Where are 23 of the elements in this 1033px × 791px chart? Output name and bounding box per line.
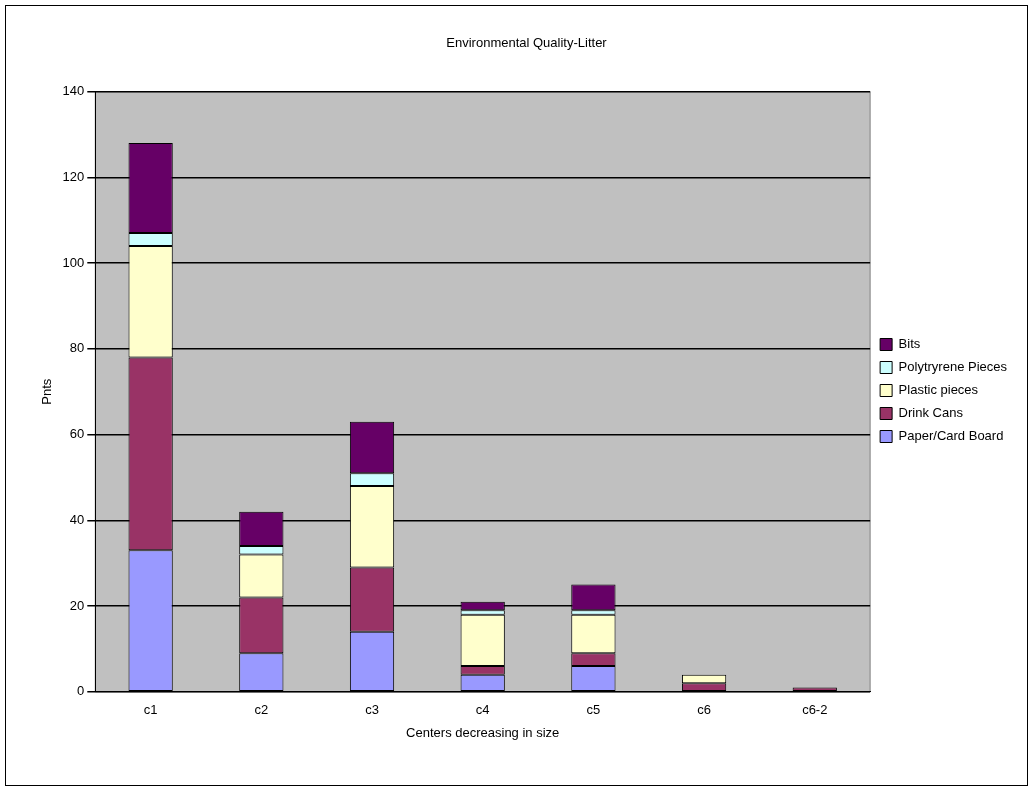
y-tick-label: 40 (69, 511, 85, 527)
legend-label: Bits (898, 336, 921, 352)
x-tick-label: c4 (475, 702, 490, 718)
y-axis-title: Pnts (39, 378, 55, 405)
x-axis-title: Centers decreasing in size (406, 724, 560, 740)
legend-label: Plastic pieces (898, 382, 979, 398)
y-tick-label: 20 (69, 597, 85, 613)
x-tick-label: c6-2 (802, 702, 828, 718)
legend-label: Paper/Card Board (898, 428, 1004, 444)
legend-label: Drink Cans (898, 405, 964, 421)
x-tick-label: c1 (143, 702, 158, 718)
y-tick-label: 0 (77, 683, 85, 699)
y-tick-label: 120 (62, 168, 85, 184)
chart-title: Environmental Quality-Litter (446, 35, 608, 51)
x-tick-label: c3 (365, 702, 379, 718)
x-tick-label: c2 (254, 702, 269, 718)
x-tick-label: c5 (586, 702, 601, 718)
legend-label: Polytryrene Pieces (898, 359, 1008, 375)
y-tick-label: 60 (69, 426, 85, 442)
y-tick-label: 100 (62, 254, 85, 270)
y-tick-label: 140 (62, 83, 85, 99)
y-tick-label: 80 (69, 340, 85, 356)
x-tick-label: c6 (697, 702, 711, 718)
